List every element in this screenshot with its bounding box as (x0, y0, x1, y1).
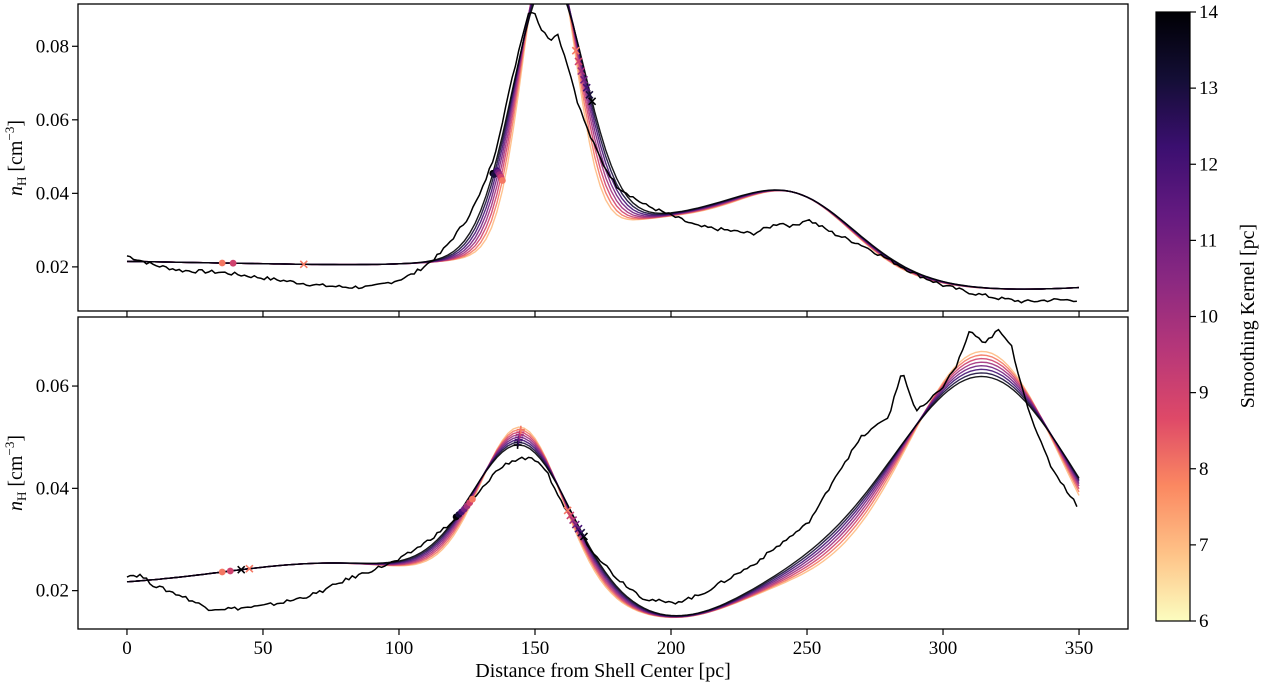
marker-cross-kernel-9 (566, 511, 575, 520)
marker-cross-kernel-8 (563, 506, 572, 515)
top-panel: 0.02 0.04 0.06 0.08 nH [cm−3] (2, 3, 1129, 317)
colorbar-tick-label: 6 (1199, 611, 1209, 632)
y-tick-label: 0.02 (36, 581, 69, 602)
colorbar-tick-label: 12 (1199, 154, 1218, 175)
bottom-panel: 0.02 0.04 0.06 0 50 100 150 200 250 300 350 nH [c… (2, 316, 1129, 659)
x-tick-label: 200 (657, 638, 686, 659)
top-panel-frame (77, 3, 1129, 312)
smoothed-curve-kernel-8 (126, 4, 1080, 290)
bottom-panel-plot-area (126, 328, 1080, 619)
bottom-panel-y-ticks: 0.02 0.04 0.06 (36, 376, 78, 602)
x-tick-label: 100 (385, 638, 414, 659)
smoothed-curve-kernel-14 (126, 4, 1080, 290)
marker-dot-kernel-8 (499, 177, 506, 184)
colorbar-tick-label: 8 (1199, 459, 1209, 480)
marker-cross-kernel-11 (571, 520, 580, 529)
colorbar-tick-label: 7 (1199, 535, 1209, 556)
colorbar-ticks: 6 7 8 9 10 11 12 13 14 (1190, 2, 1219, 632)
top-panel-y-ticks: 0.02 0.04 0.06 0.08 (36, 36, 78, 278)
y-tick-label: 0.02 (36, 257, 69, 278)
x-tick-label: 50 (253, 638, 272, 659)
smoothed-curve-kernel-10 (126, 4, 1080, 290)
x-tick-label: 350 (1065, 638, 1094, 659)
marker-plus-kernel-8 (516, 425, 525, 434)
x-tick-label: 250 (793, 638, 822, 659)
x-axis-title: Distance from Shell Center [pc] (475, 660, 730, 682)
marker-cross-kernel-10 (569, 516, 578, 525)
marker-cross-kernel-14 (237, 565, 246, 574)
colorbar-tick-label: 13 (1199, 78, 1218, 99)
colorbar-label: Smoothing Kernel [pc] (1237, 224, 1259, 408)
x-tick-label: 300 (929, 638, 958, 659)
marker-cross-kernel-11 (579, 75, 589, 84)
colorbar-tick-label: 14 (1199, 2, 1219, 23)
marker-cross-kernel-8 (299, 260, 308, 269)
marker-cross-kernel-8 (245, 564, 254, 573)
colorbar-gradient (1155, 11, 1191, 622)
marker-cross-kernel-12 (574, 524, 583, 533)
smoothed-curve-kernel-9 (126, 4, 1080, 290)
raw-profile-line (126, 11, 1077, 304)
x-tick-label: 0 (122, 638, 132, 659)
smoothed-curve-kernel-12 (126, 4, 1080, 290)
y-tick-label: 0.06 (36, 376, 69, 397)
marker-cross-kernel-14 (588, 97, 597, 106)
colorbar: 6 7 8 9 10 11 12 13 14 Smoothing Kernel [pc] (1155, 2, 1259, 632)
marker-cross-kernel-13 (585, 90, 594, 99)
marker-cross-kernel-12 (582, 83, 591, 92)
bottom-panel-y-axis-title: nH [cm−3] (2, 435, 29, 511)
y-tick-label: 0.08 (36, 36, 69, 57)
y-tick-label: 0.04 (36, 183, 70, 204)
marker-dot-kernel-9 (226, 567, 234, 575)
y-tick-label: 0.04 (36, 478, 70, 499)
top-panel-y-axis-title: nH [cm−3] (2, 120, 29, 196)
smoothed-curve-kernel-14 (126, 375, 1080, 617)
colorbar-tick-label: 10 (1199, 307, 1218, 328)
marker-cross-kernel-9 (574, 57, 583, 66)
marker-dot-kernel-8 (218, 568, 226, 576)
bottom-panel-x-ticks: 0 50 100 150 200 250 300 350 (122, 629, 1093, 659)
colorbar-tick-label: 9 (1199, 383, 1209, 404)
smoothed-curve-kernel-11 (126, 4, 1080, 290)
marker-dot-kernel-8 (469, 495, 476, 503)
marker-dot-kernel-9 (229, 259, 237, 267)
top-panel-plot-area (126, 4, 1080, 304)
x-tick-label: 150 (521, 638, 550, 659)
raw-profile-line (126, 328, 1078, 612)
marker-cross-kernel-13 (577, 528, 586, 537)
marker-dot-kernel-8 (218, 259, 226, 267)
smoothed-curve-kernel-7 (126, 4, 1080, 290)
top-panel-x-ticks (126, 311, 1080, 317)
smoothed-curve-kernel-13 (126, 4, 1080, 290)
y-tick-label: 0.06 (36, 110, 69, 131)
marker-cross-kernel-10 (577, 67, 586, 76)
bottom-panel-frame (77, 316, 1129, 630)
marker-cross-kernel-8 (571, 46, 580, 55)
colorbar-tick-label: 11 (1199, 230, 1217, 251)
